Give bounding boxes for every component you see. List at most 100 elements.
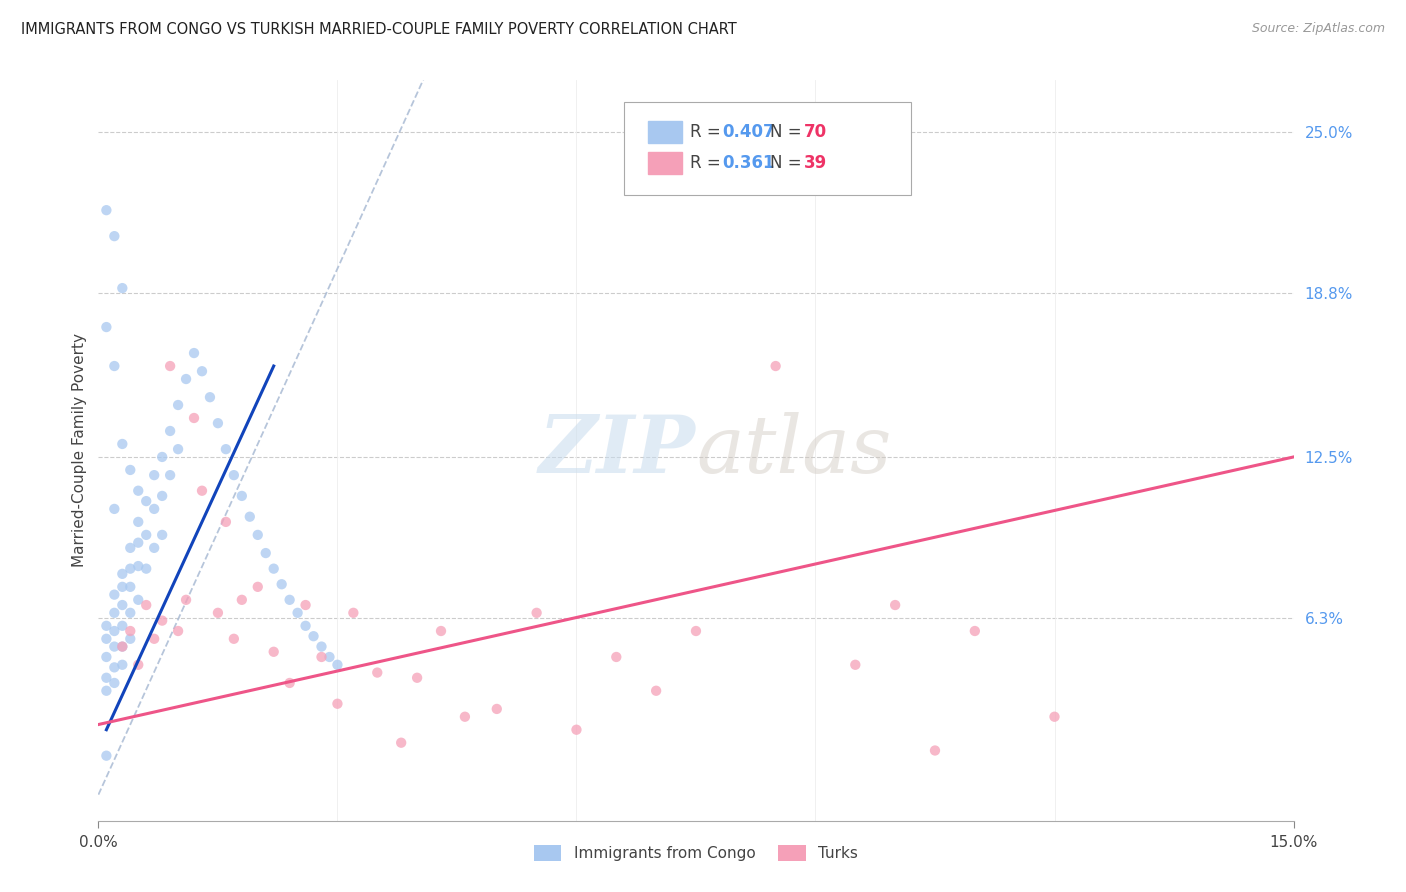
Point [127, 592, 149, 607]
Point [430, 624, 453, 638]
Point [605, 650, 627, 665]
Point [167, 624, 190, 638]
Point [884, 598, 907, 612]
Point [270, 577, 292, 591]
Point [366, 665, 388, 680]
Point [111, 640, 134, 654]
Point [111, 598, 134, 612]
Point [143, 468, 166, 483]
Point [215, 515, 238, 529]
Point [191, 364, 214, 378]
Text: Source: ZipAtlas.com: Source: ZipAtlas.com [1251, 22, 1385, 36]
Point [294, 619, 316, 633]
Point [207, 416, 229, 430]
Point [844, 657, 866, 672]
Point [685, 624, 707, 638]
Point [159, 359, 181, 373]
Point [311, 650, 333, 665]
Point [120, 541, 142, 555]
Point [143, 541, 166, 555]
Point [103, 606, 125, 620]
Point [326, 657, 349, 672]
Point [278, 676, 301, 690]
Text: N =: N = [770, 154, 807, 172]
Bar [648, 153, 682, 174]
Point [231, 489, 253, 503]
Text: R =: R = [690, 154, 725, 172]
Text: 70: 70 [804, 123, 827, 141]
Point [111, 657, 134, 672]
Text: IMMIGRANTS FROM CONGO VS TURKISH MARRIED-COUPLE FAMILY POVERTY CORRELATION CHART: IMMIGRANTS FROM CONGO VS TURKISH MARRIED… [21, 22, 737, 37]
Point [326, 697, 349, 711]
Point [127, 535, 149, 549]
Point [294, 598, 316, 612]
Point [103, 660, 125, 674]
Point [454, 710, 477, 724]
Point [103, 676, 125, 690]
Point [103, 359, 125, 373]
Point [263, 562, 285, 576]
Point [120, 632, 142, 646]
Point [135, 528, 157, 542]
Text: N =: N = [770, 123, 807, 141]
Point [231, 592, 253, 607]
Point [120, 580, 142, 594]
Point [150, 489, 173, 503]
Text: 0.407: 0.407 [723, 123, 775, 141]
Point [215, 442, 238, 457]
Point [96, 203, 118, 218]
Point [167, 442, 190, 457]
Point [103, 640, 125, 654]
Point [103, 588, 125, 602]
Point [342, 606, 364, 620]
Point [150, 528, 173, 542]
Point [103, 502, 125, 516]
Point [565, 723, 588, 737]
Text: atlas: atlas [696, 412, 891, 489]
Point [302, 629, 325, 643]
Point [318, 650, 340, 665]
Point [1043, 710, 1066, 724]
Point [222, 468, 245, 483]
Point [159, 424, 181, 438]
Point [96, 632, 118, 646]
Text: 0.361: 0.361 [723, 154, 775, 172]
Point [96, 683, 118, 698]
Point [278, 592, 301, 607]
Point [246, 528, 269, 542]
Y-axis label: Married-Couple Family Poverty: Married-Couple Family Poverty [72, 334, 87, 567]
Point [111, 619, 134, 633]
Point [111, 580, 134, 594]
Point [389, 736, 412, 750]
Point [150, 450, 173, 464]
Point [103, 229, 125, 244]
Point [924, 743, 946, 757]
Point [485, 702, 508, 716]
Point [263, 645, 285, 659]
Point [167, 398, 190, 412]
Point [111, 437, 134, 451]
Point [96, 650, 118, 665]
Point [120, 624, 142, 638]
Point [246, 580, 269, 594]
Point [127, 657, 149, 672]
Text: 39: 39 [804, 154, 827, 172]
Point [311, 640, 333, 654]
Point [120, 463, 142, 477]
FancyBboxPatch shape [624, 103, 911, 195]
Point [287, 606, 309, 620]
Point [96, 748, 118, 763]
Point [159, 468, 181, 483]
Point [254, 546, 277, 560]
Point [239, 509, 262, 524]
Point [143, 502, 166, 516]
Point [183, 346, 205, 360]
Point [96, 619, 118, 633]
Text: R =: R = [690, 123, 725, 141]
Point [135, 494, 157, 508]
Point [222, 632, 245, 646]
Point [120, 606, 142, 620]
Point [96, 671, 118, 685]
Point [963, 624, 986, 638]
Point [135, 562, 157, 576]
